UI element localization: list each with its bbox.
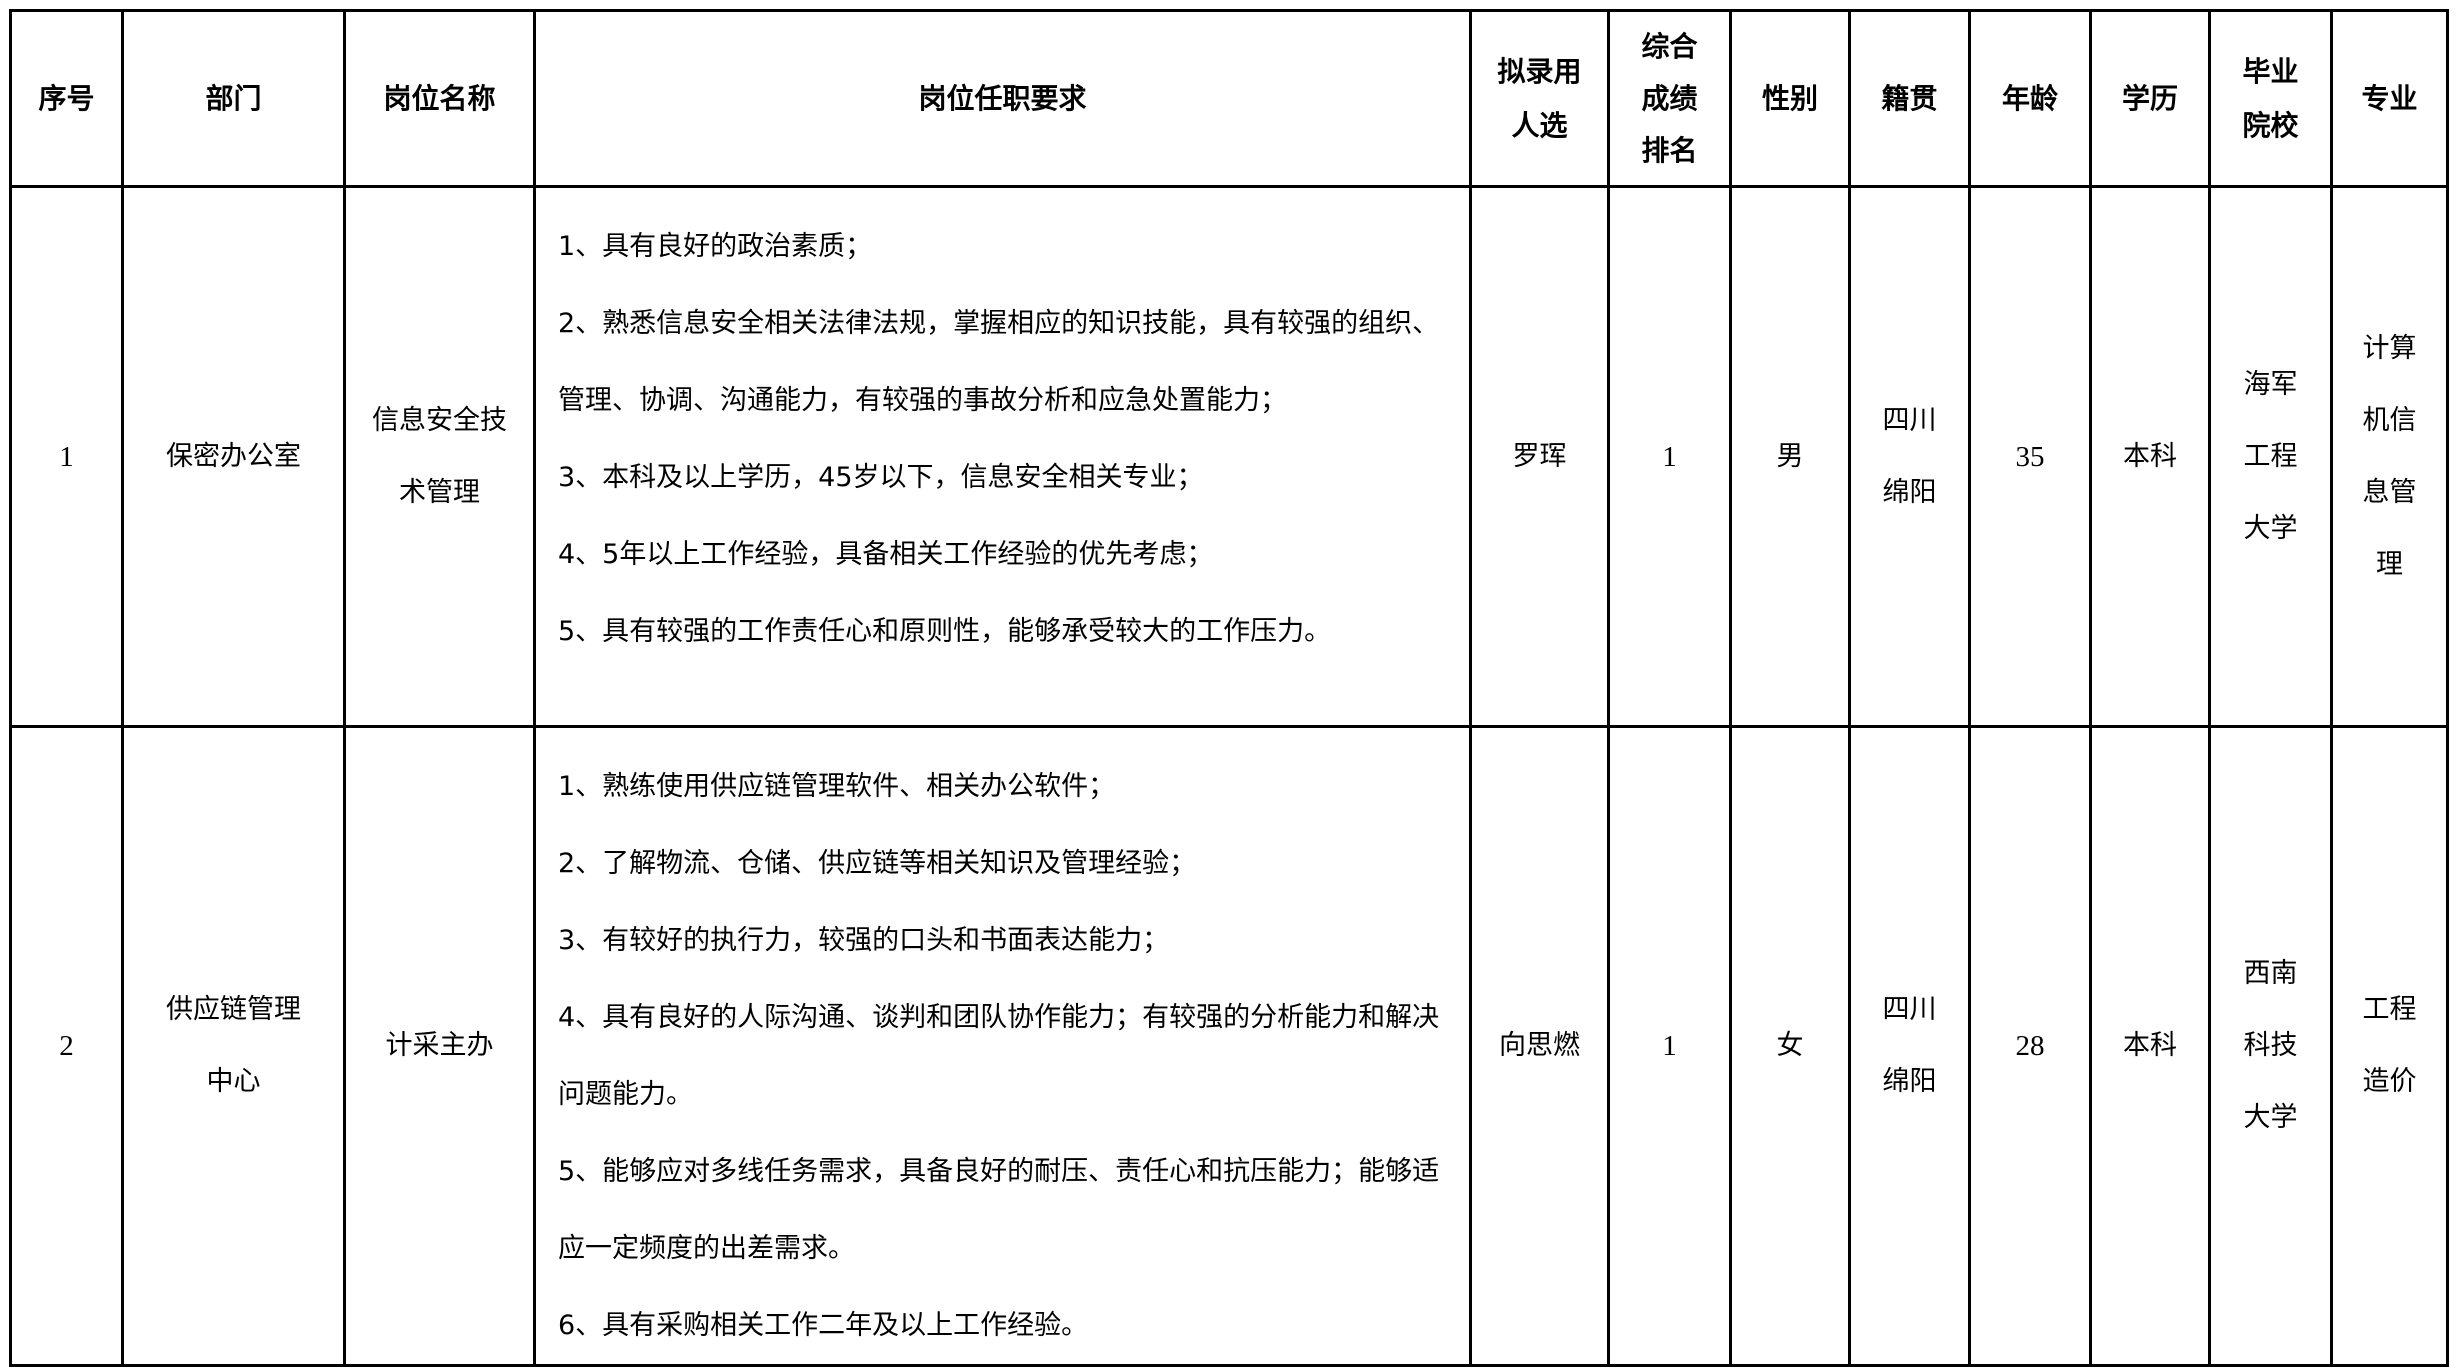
- cell-candidate: 向思燃: [1469, 725, 1610, 1367]
- cell-text: 计采主办: [385, 1030, 494, 1061]
- cell-text: 大学: [2243, 512, 2298, 544]
- header-department: 部门: [121, 9, 346, 188]
- cell-rank: 1: [1607, 725, 1732, 1367]
- header-position: 岗位名称: [343, 9, 536, 188]
- cell-position: 信息安全技 术管理: [343, 185, 536, 728]
- table-row: 2 供应链管理 中心 计采主办 1、熟练使用供应链管理软件、相关办公软件； 2、…: [9, 725, 2449, 1367]
- requirement-item: 1、具有良好的政治素质；: [558, 231, 873, 262]
- cell-text: 中心: [206, 1066, 261, 1097]
- cell-text: 海军: [2243, 368, 2298, 400]
- header-index: 序号: [9, 9, 124, 188]
- cell-index: 2: [9, 725, 124, 1367]
- recruitment-table: 序号 部门 岗位名称 岗位任职要求 拟录用 人选 综合 成绩 排名 性别 籍贯 …: [9, 9, 2449, 1367]
- cell-major: 计算 机信 息管 理: [2330, 185, 2449, 728]
- header-text: 成绩: [1641, 81, 1698, 115]
- header-candidate: 拟录用 人选: [1469, 9, 1610, 188]
- cell-text: 理: [2376, 548, 2403, 580]
- header-text: 人选: [1511, 108, 1568, 142]
- requirement-item: 3、本科及以上学历，45岁以下，信息安全相关专业；: [558, 462, 1204, 493]
- header-requirements: 岗位任职要求: [533, 9, 1472, 188]
- requirement-item: 2、了解物流、仓储、供应链等相关知识及管理经验；: [558, 848, 1197, 879]
- cell-age: 35: [1968, 185, 2092, 728]
- requirement-item: 5、具有较强的工作责任心和原则性，能够承受较大的工作压力。: [558, 616, 1332, 647]
- header-major: 专业: [2330, 9, 2449, 188]
- header-text: 排名: [1641, 133, 1698, 167]
- cell-school: 海军 工程 大学: [2208, 185, 2333, 728]
- header-text: 毕业: [2242, 54, 2299, 88]
- header-text: 综合: [1641, 29, 1698, 63]
- cell-text: 四川: [1882, 404, 1937, 436]
- cell-gender: 男: [1729, 185, 1851, 728]
- header-row: 序号 部门 岗位名称 岗位任职要求 拟录用 人选 综合 成绩 排名 性别 籍贯 …: [9, 9, 2449, 188]
- requirement-item: 6、具有采购相关工作二年及以上工作经验。: [558, 1310, 1089, 1341]
- cell-origin: 四川 绵阳: [1848, 185, 1971, 728]
- cell-gender: 女: [1729, 725, 1851, 1367]
- requirement-item: 3、有较好的执行力，较强的口头和书面表达能力；: [558, 925, 1170, 956]
- cell-department: 供应链管理 中心: [121, 725, 346, 1367]
- cell-major: 工程 造价: [2330, 725, 2449, 1367]
- cell-text: 工程: [2362, 994, 2417, 1025]
- header-school: 毕业 院校: [2208, 9, 2333, 188]
- cell-text: 术管理: [399, 476, 480, 508]
- cell-position: 计采主办: [343, 725, 536, 1367]
- requirement-item: 4、具有良好的人际沟通、谈判和团队协作能力；有较强的分析能力和解决问题能力。: [558, 1002, 1440, 1110]
- requirement-item: 2、熟悉信息安全相关法律法规，掌握相应的知识技能，具有较强的组织、管理、协调、沟…: [558, 308, 1440, 416]
- cell-text: 息管: [2362, 476, 2417, 508]
- cell-text: 工程: [2243, 440, 2298, 472]
- cell-origin: 四川 绵阳: [1848, 725, 1971, 1367]
- requirement-item: 5、能够应对多线任务需求，具备良好的耐压、责任心和抗压能力；能够适应一定频度的出…: [558, 1156, 1440, 1264]
- header-text: 拟录用: [1497, 54, 1582, 88]
- cell-candidate: 罗珲: [1469, 185, 1610, 728]
- cell-text: 绵阳: [1882, 1066, 1937, 1097]
- requirement-item: 4、5年以上工作经验，具备相关工作经验的优先考虑；: [558, 539, 1214, 570]
- cell-text: 供应链管理: [166, 994, 301, 1025]
- header-origin: 籍贯: [1848, 9, 1971, 188]
- header-text: 院校: [2242, 108, 2299, 142]
- cell-text: 造价: [2362, 1066, 2417, 1097]
- cell-text: 保密办公室: [166, 440, 301, 472]
- cell-text: 机信: [2362, 404, 2417, 436]
- cell-text: 计算: [2362, 332, 2417, 364]
- cell-text: 大学: [2243, 1102, 2298, 1133]
- cell-age: 28: [1968, 725, 2092, 1367]
- header-gender: 性别: [1729, 9, 1851, 188]
- header-education: 学历: [2089, 9, 2211, 188]
- cell-rank: 1: [1607, 185, 1732, 728]
- cell-department: 保密办公室: [121, 185, 346, 728]
- cell-text: 四川: [1882, 994, 1937, 1025]
- cell-text: 西南: [2243, 958, 2298, 989]
- requirement-item: 1、熟练使用供应链管理软件、相关办公软件；: [558, 771, 1116, 802]
- cell-education: 本科: [2089, 185, 2211, 728]
- cell-text: 信息安全技: [372, 404, 507, 436]
- cell-text: 绵阳: [1882, 476, 1937, 508]
- cell-text: 科技: [2243, 1030, 2298, 1061]
- header-rank: 综合 成绩 排名: [1607, 9, 1732, 188]
- header-age: 年龄: [1968, 9, 2092, 188]
- cell-school: 西南 科技 大学: [2208, 725, 2333, 1367]
- cell-education: 本科: [2089, 725, 2211, 1367]
- cell-index: 1: [9, 185, 124, 728]
- table-row: 1 保密办公室 信息安全技 术管理 1、具有良好的政治素质； 2、熟悉信息安全相…: [9, 185, 2449, 728]
- cell-requirements: 1、具有良好的政治素质； 2、熟悉信息安全相关法律法规，掌握相应的知识技能，具有…: [533, 185, 1472, 728]
- cell-requirements: 1、熟练使用供应链管理软件、相关办公软件； 2、了解物流、仓储、供应链等相关知识…: [533, 725, 1472, 1367]
